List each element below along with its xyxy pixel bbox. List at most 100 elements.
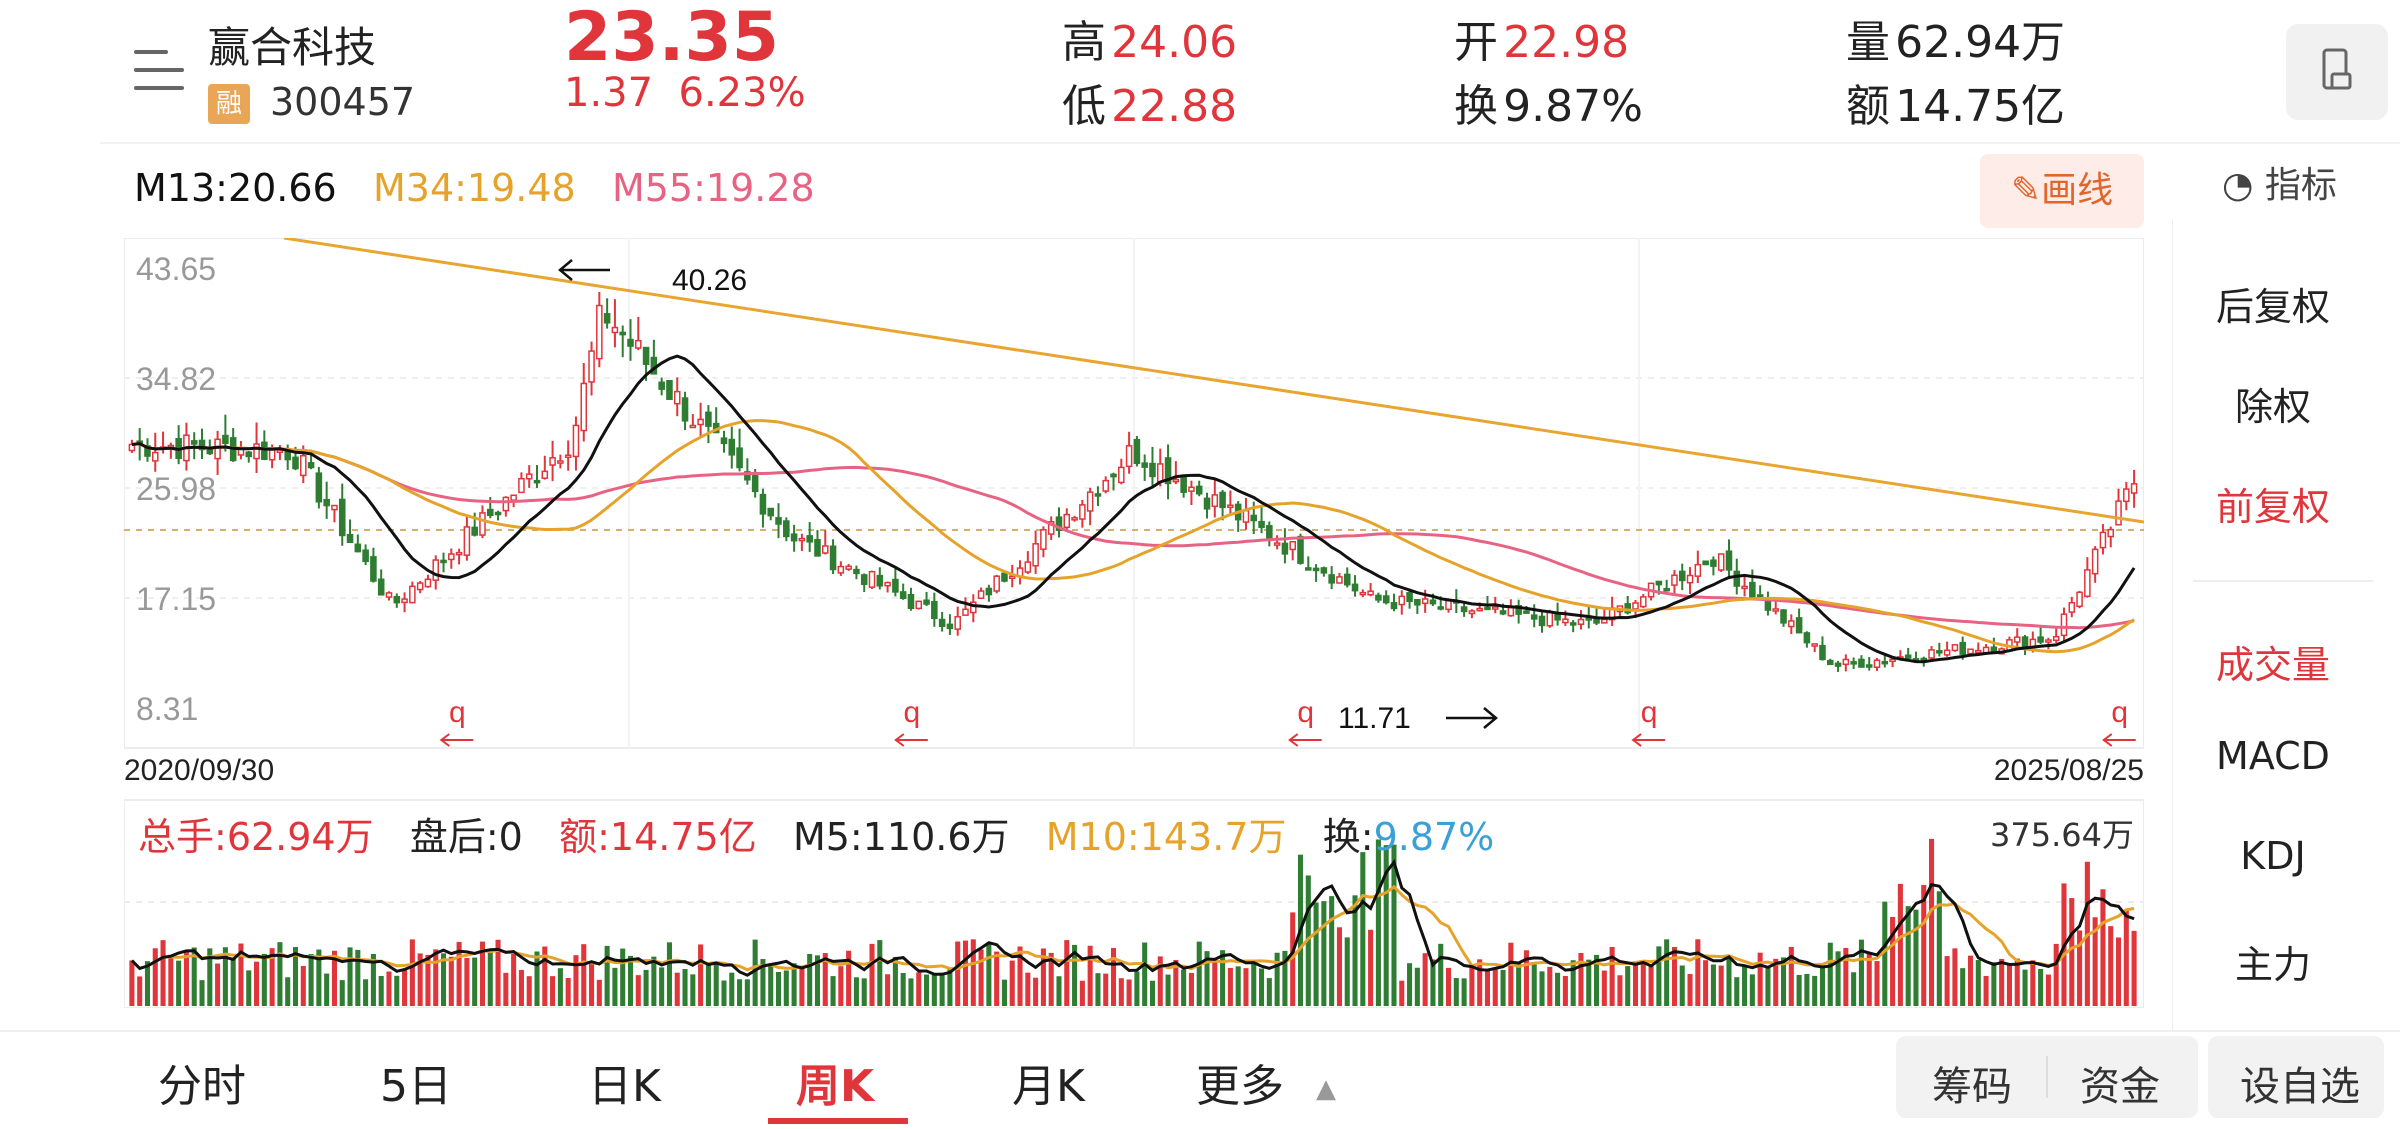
candle-body [1569,622,1577,626]
candle-body [1063,513,1071,528]
tab-weekly-k[interactable]: 周K [796,1061,875,1112]
candle-body [1125,445,1133,468]
add-favorite-button[interactable]: 设自选 [2208,1036,2384,1118]
candle-body [1390,602,1398,610]
pencil-icon: ✎ [2010,170,2042,211]
indicator-button[interactable]: ◔ 指标 [2222,156,2337,208]
candle-body [681,397,689,422]
candle-body [1118,466,1125,484]
candle-body [541,470,549,479]
candle-body [292,456,299,470]
volume-bar [1461,978,1467,1006]
low-arrow-head [1483,707,1498,729]
candle-body [783,520,790,538]
tab-more[interactable]: 更多 ▲ [1196,1050,1336,1114]
volume-panel-border [124,799,2144,1008]
candle-body [1795,617,1803,634]
menu-icon[interactable] [134,48,184,92]
volume-bar [1710,964,1716,1006]
volume-bar [316,949,322,1006]
volume-bar [1905,906,1911,1006]
tab-5day[interactable]: 5日 [380,1061,452,1112]
volume-bar [627,955,634,1006]
candle-body [1975,649,1982,654]
candle-body [837,565,845,574]
volume-bar [1149,980,1156,1006]
volume-bar [1960,968,1966,1006]
tab-daily-k[interactable]: 日K [588,1061,661,1112]
volume-bar [1664,939,1670,1006]
y-tick-label: 17.15 [136,581,216,617]
volume-bar [783,970,789,1006]
candle-body [1904,654,1912,659]
candle-body [1881,660,1889,665]
quote-header: 赢合科技 融 300457 23.35 1.37 6.23% 高 24.06 低… [0,0,2400,140]
candle-body [923,599,930,605]
candle-body [588,350,595,383]
volume-bar [417,953,423,1006]
total-volume-value: 62.94万 [226,815,374,859]
candle-body [1523,610,1530,614]
candle-body [1936,650,1943,654]
volume-bar [1196,941,1202,1006]
candle-body [1180,475,1187,493]
volume-bar [674,972,680,1006]
volume-bar [690,974,696,1006]
candle-body [829,545,837,571]
tab-intraday[interactable]: 分时 [158,1061,246,1112]
volume-bar [1220,950,1226,1006]
volume-bar [1212,961,1218,1006]
amount-value: 14.75亿 [609,815,757,859]
volume-bar [978,949,984,1006]
volume-bar [986,942,992,1006]
volume-bar [448,956,454,1006]
draw-line-button[interactable]: ✎画线 [1980,154,2144,228]
volume-bar [183,950,189,1006]
side-item-ex-rights[interactable]: 除权 [2234,385,2311,429]
volume-bar [1609,946,1615,1006]
kline-chart[interactable]: 43.65 34.82 25.98 17.15 8.31 40.26 11.71 q q q… [124,238,2144,1008]
fund-button[interactable]: 资金 [2080,1064,2160,1110]
candle-body [1717,553,1725,571]
candle-body [1375,594,1382,601]
candle-body [222,434,229,444]
volume-bar [768,965,774,1006]
candle-body [1928,649,1935,659]
side-item-macd[interactable]: MACD [2216,734,2330,778]
side-item-pre-adjusted[interactable]: 前复权 [2215,485,2330,529]
volume-bar [2030,960,2036,1006]
volume-bar [487,949,493,1006]
landscape-toggle-button[interactable] [2286,24,2388,120]
candle-body [307,462,315,469]
volume-bar [1445,967,1452,1006]
side-item-main-force[interactable]: 主力 [2234,943,2311,987]
side-item-post-adjusted[interactable]: 后复权 [2215,285,2330,329]
candle-body [2068,602,2076,613]
volume-bar [1110,948,1117,1006]
candle-body [1640,596,1647,608]
volume-bar [1555,972,1561,1006]
chip-button[interactable]: 筹码 [1932,1064,2012,1110]
candle-body [1546,611,1554,627]
candle-body [1460,606,1468,613]
side-item-volume[interactable]: 成交量 [2215,643,2330,687]
tab-monthly-k[interactable]: 月K [1012,1061,1085,1112]
volume-bar [324,973,330,1006]
y-tick-label: 8.31 [136,691,198,727]
candle-body [1515,604,1522,615]
candle-body [1445,599,1452,611]
volume-bar [877,940,883,1006]
side-item-kdj[interactable]: KDJ [2240,834,2306,878]
volume-label: 量 [1846,17,1890,68]
volume-bar [1414,967,1420,1006]
dividend-marker: q [449,696,466,729]
candle-body [1811,643,1818,647]
turnover-stat: 换 9.87% [1454,70,1643,134]
volume-bar [791,963,797,1006]
volume-bar [1516,963,1522,1006]
volume-bar [1539,971,1545,1006]
volume-bar [472,957,478,1006]
candle-body [580,382,588,432]
candle-body [1538,615,1546,627]
volume-bar [939,972,945,1006]
